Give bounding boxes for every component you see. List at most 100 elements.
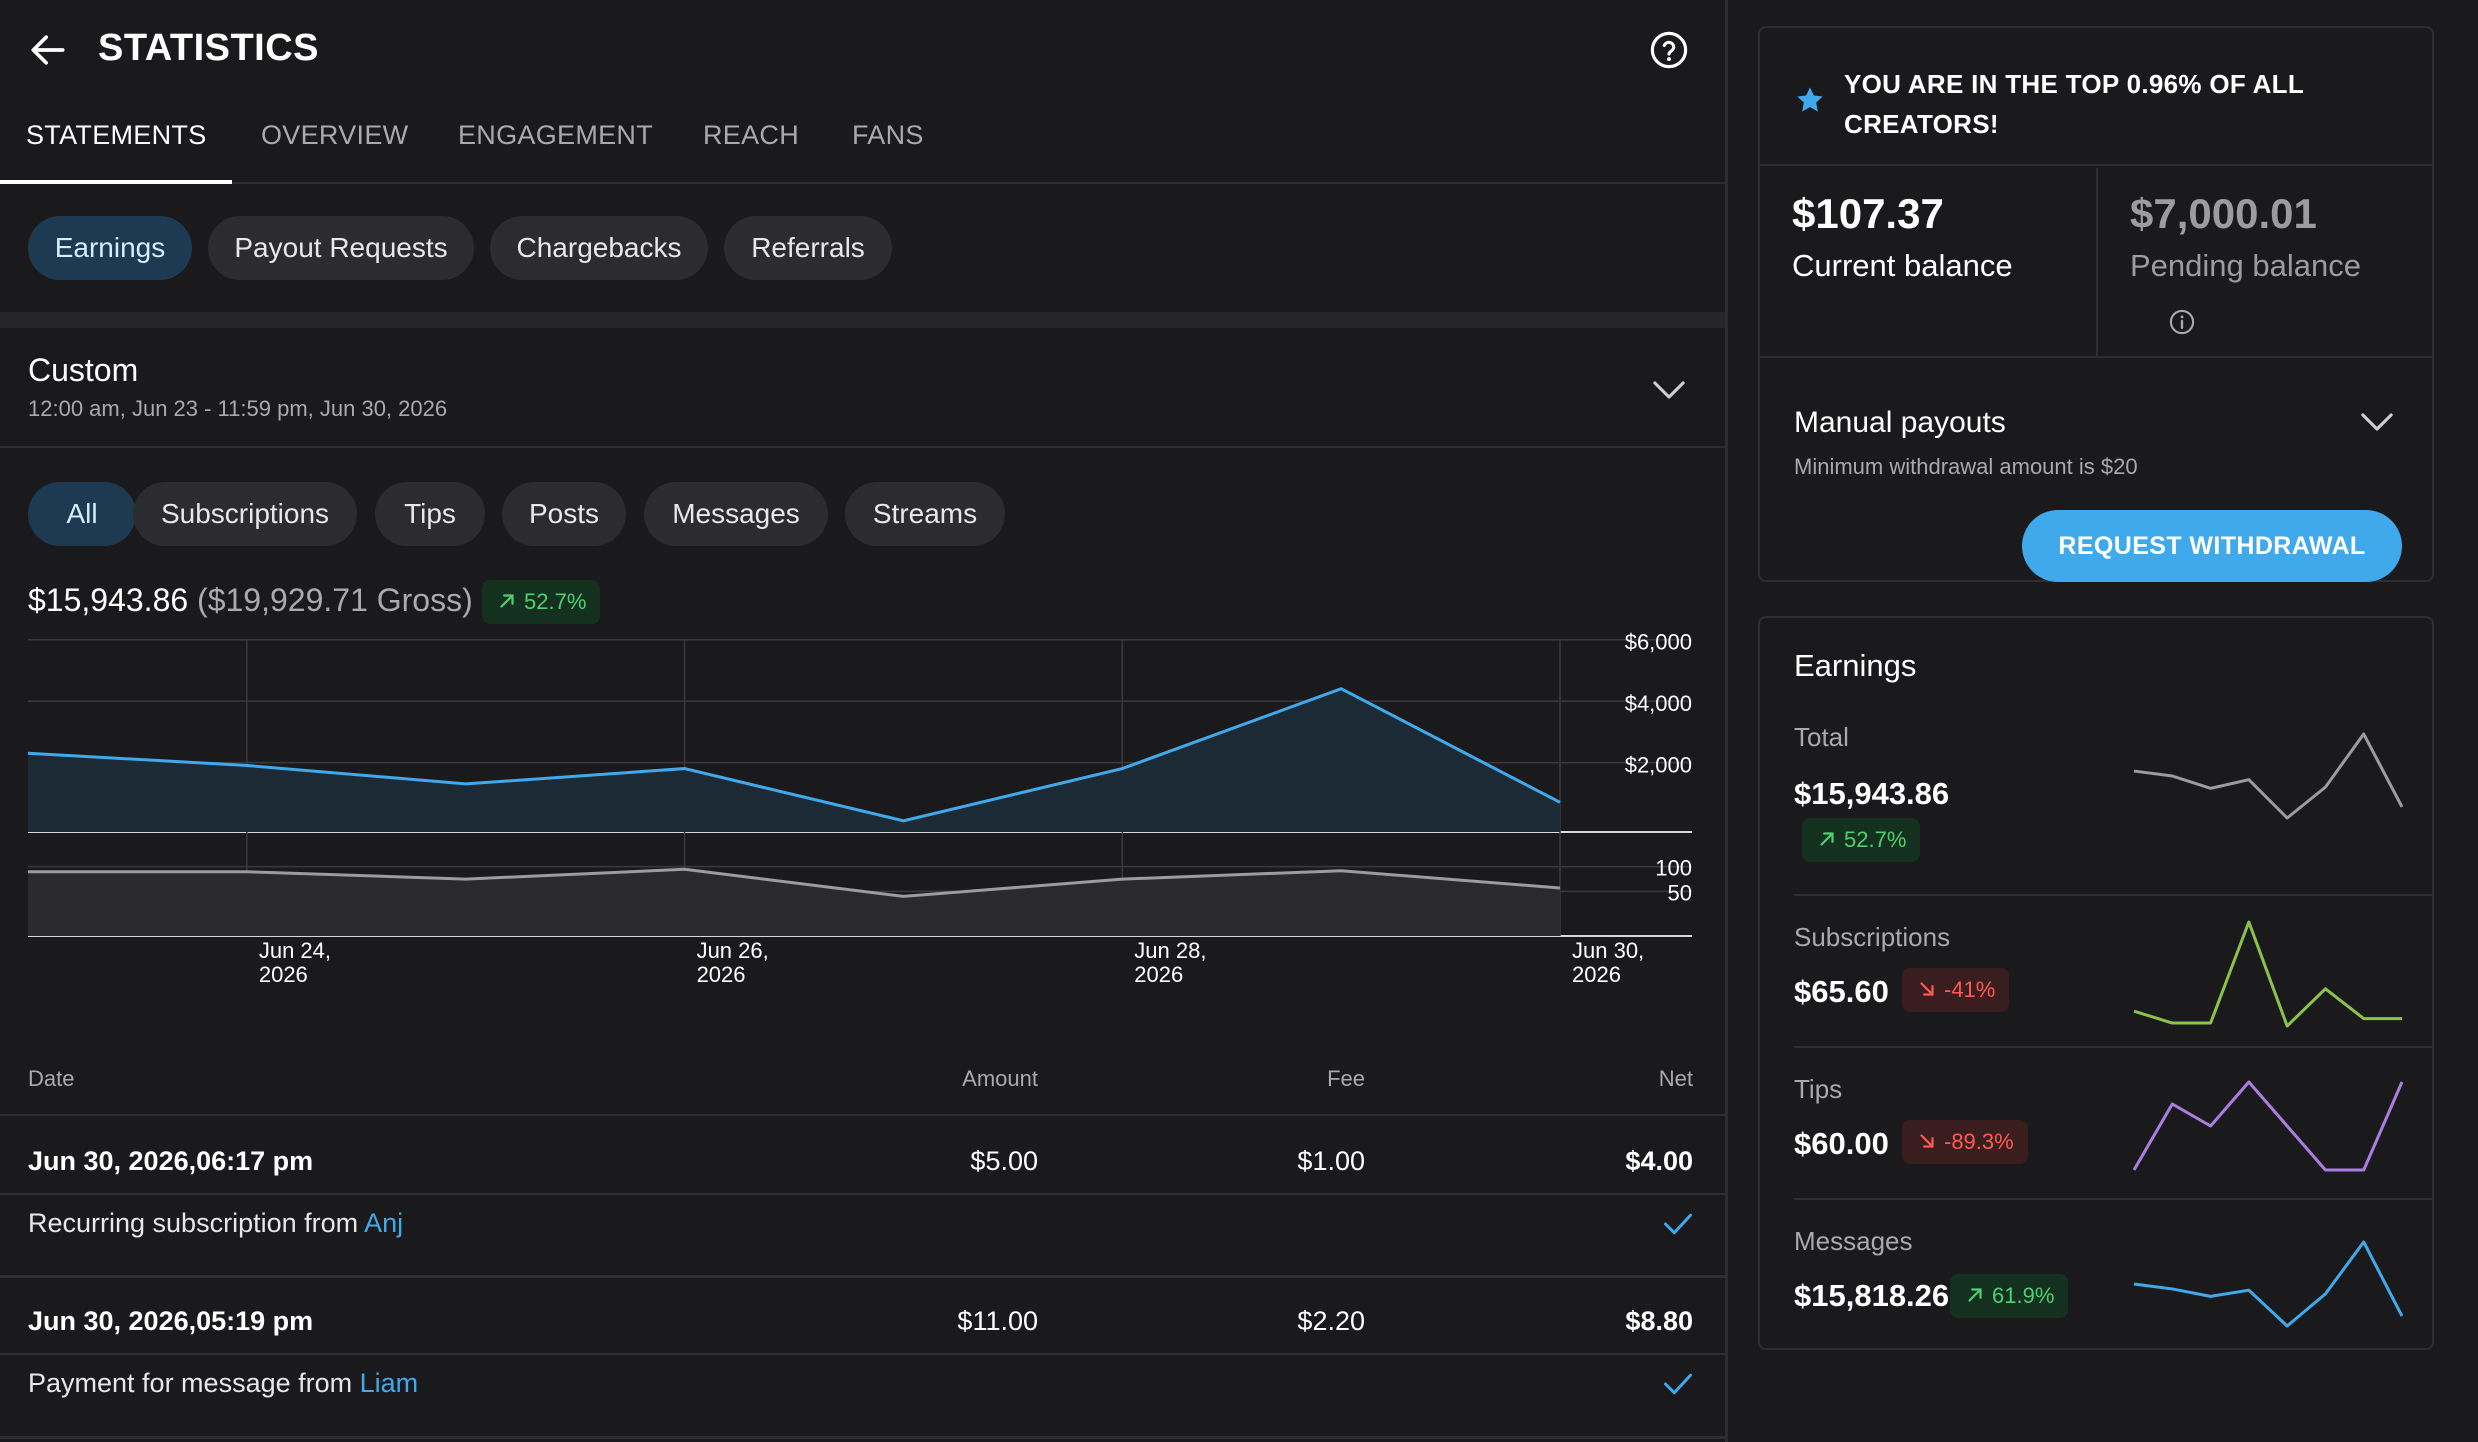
- metric-divider: [1794, 1198, 2434, 1200]
- tab-reach[interactable]: REACH: [703, 120, 800, 150]
- type-filter-subscriptions[interactable]: Subscriptions: [133, 482, 357, 546]
- arrow-down-right-icon: [1920, 982, 1934, 996]
- table-row[interactable]: Jun 30, 2026,05:19 pm $11.00 $2.20 $8.80…: [0, 1278, 1725, 1438]
- banner-text: YOU ARE IN THE TOP 0.96% OF ALL CREATORS…: [1844, 69, 2304, 139]
- current-balance-value: $107.37: [1792, 190, 1944, 237]
- arrow-up-right-icon: [1968, 1288, 1982, 1302]
- metric-change-total: 52.7%: [1802, 818, 1921, 862]
- check-icon: [1664, 1213, 1692, 1235]
- type-filter-streams[interactable]: Streams: [845, 482, 1005, 546]
- count-area: [28, 869, 1560, 936]
- tab-engagement[interactable]: ENGAGEMENT: [458, 120, 654, 150]
- amount-area: [28, 688, 1560, 832]
- type-filter-posts[interactable]: Posts: [502, 482, 626, 546]
- change-badge: 52.7%: [482, 580, 601, 624]
- type-filter-all[interactable]: All: [28, 482, 136, 546]
- sparkline-total: [2133, 732, 2404, 820]
- filter-payout-requests[interactable]: Payout Requests: [208, 216, 474, 280]
- filter-chargebacks[interactable]: Chargebacks: [490, 216, 708, 280]
- col-amount: Amount: [962, 1066, 1038, 1091]
- row-date: Jun 30, 2026,06:17 pm: [28, 1146, 314, 1176]
- earnings-title: Earnings: [1794, 648, 1917, 683]
- count-line: [28, 867, 1561, 898]
- type-filter-tips[interactable]: Tips: [375, 482, 485, 546]
- manual-payouts-subtitle: Minimum withdrawal amount is $20: [1794, 454, 2138, 479]
- manual-payouts-title: Manual payouts: [1794, 406, 2006, 439]
- y-tick-label: 100: [1655, 856, 1692, 881]
- info-icon[interactable]: [2168, 308, 2196, 336]
- tab-overview[interactable]: OVERVIEW: [261, 120, 409, 150]
- earnings-card: Earnings Total $15,943.86 52.7% Subscrip…: [1758, 616, 2434, 1350]
- table-row[interactable]: Jun 30, 2026,06:17 pm $5.00 $1.00 $4.00 …: [0, 1116, 1725, 1276]
- y-tick-label: 50: [1668, 880, 1692, 905]
- chevron-down-icon[interactable]: [2360, 412, 2394, 432]
- star-icon: [1797, 87, 1823, 112]
- tab-statements[interactable]: STATEMENTS: [26, 120, 207, 150]
- gross-total: ($19,929.71 Gross): [197, 582, 473, 618]
- x-tick-label: 2026: [1572, 962, 1621, 987]
- x-tick-label: 2026: [1134, 962, 1183, 987]
- pending-balance-value: $7,000.01: [2130, 190, 2317, 237]
- metric-label-tips: Tips: [1794, 1074, 1843, 1104]
- user-link[interactable]: Liam: [359, 1368, 419, 1398]
- balance-divider: [2096, 168, 2098, 358]
- sparkline-subscriptions: [2133, 920, 2402, 1028]
- metric-change-tips: -89.3%: [1902, 1120, 2028, 1164]
- row-fee: $1.00: [1297, 1146, 1365, 1176]
- check-icon: [1664, 1373, 1692, 1395]
- x-tick-label: Jun 28,: [1134, 938, 1206, 963]
- filter-referrals[interactable]: Referrals: [724, 216, 892, 280]
- row-date: Jun 30, 2026,05:19 pm: [28, 1306, 314, 1336]
- x-tick-label: Jun 30,: [1572, 938, 1644, 963]
- tab-bar: STATEMENTS OVERVIEW ENGAGEMENT REACH FAN…: [0, 108, 1725, 184]
- period-title: Custom: [28, 352, 139, 388]
- balance-card: YOU ARE IN THE TOP 0.96% OF ALL CREATORS…: [1758, 26, 2434, 582]
- metric-value-tips: $60.00: [1794, 1126, 1889, 1161]
- panel-divider: [1725, 0, 1728, 1442]
- arrow-down-right-icon: [1920, 1134, 1934, 1148]
- type-filter-messages[interactable]: Messages: [644, 482, 828, 546]
- metric-value-messages: $15,818.26: [1794, 1278, 1950, 1313]
- request-withdrawal-button[interactable]: REQUEST WITHDRAWAL: [2022, 510, 2402, 582]
- x-tick-label: 2026: [259, 962, 308, 987]
- arrow-up-right-icon: [500, 594, 514, 608]
- net-total: $15,943.86: [28, 582, 189, 618]
- header: STATISTICS: [0, 0, 1725, 100]
- sparkline-path: [2133, 920, 2402, 1028]
- summary-total: $15,943.86 ($19,929.71 Gross): [28, 582, 473, 619]
- active-tab-indicator: [0, 180, 232, 184]
- row-divider: [0, 1193, 1725, 1195]
- period-selector[interactable]: Custom 12:00 am, Jun 23 - 11:59 pm, Jun …: [0, 328, 1725, 448]
- user-link[interactable]: Anj: [364, 1208, 404, 1238]
- y-tick-label: $6,000: [1625, 630, 1692, 655]
- row-fee: $2.20: [1297, 1306, 1365, 1336]
- x-tick-label: 2026: [697, 962, 746, 987]
- current-balance-label: Current balance: [1792, 248, 2013, 283]
- chevron-down-icon[interactable]: [1652, 380, 1686, 400]
- filter-earnings[interactable]: Earnings: [28, 216, 192, 280]
- sparkline-tips: [2132, 1080, 2404, 1172]
- row-description: Recurring subscription from Anj: [28, 1208, 404, 1238]
- arrow-left-icon[interactable]: [26, 28, 70, 72]
- metric-divider: [1794, 894, 2434, 896]
- sparkline-path: [2133, 1240, 2404, 1328]
- col-date: Date: [28, 1066, 75, 1091]
- y-tick-label: $2,000: [1625, 753, 1692, 778]
- amount-line: [27, 687, 1561, 823]
- col-fee: Fee: [1327, 1066, 1365, 1091]
- metric-divider: [1794, 1046, 2434, 1048]
- row-amount: $11.00: [957, 1306, 1038, 1336]
- metric-value-subscriptions: $65.60: [1794, 974, 1889, 1009]
- row-description: Payment for message from Liam: [28, 1368, 419, 1398]
- metric-label-total: Total: [1794, 722, 1849, 752]
- metric-change-messages: 61.9%: [1950, 1274, 2069, 1318]
- col-net: Net: [1658, 1066, 1693, 1091]
- balances: $107.37 Current balance $7,000.01 Pendin…: [1760, 168, 2432, 358]
- help-circle-icon[interactable]: [1648, 28, 1690, 72]
- period-range: 12:00 am, Jun 23 - 11:59 pm, Jun 30, 202…: [28, 396, 448, 421]
- tab-fans[interactable]: FANS: [852, 120, 924, 150]
- balance-panel: YOU ARE IN THE TOP 0.96% OF ALL CREATORS…: [1728, 0, 2478, 1442]
- row-net: $4.00: [1625, 1146, 1693, 1176]
- section-divider: [0, 312, 1725, 328]
- sparkline-path: [2132, 1080, 2404, 1172]
